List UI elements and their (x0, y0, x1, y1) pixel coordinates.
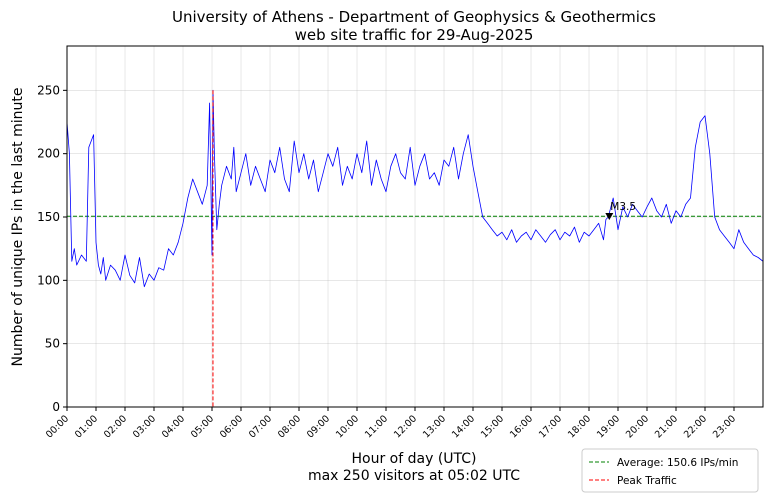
y-tick-label: 200 (37, 147, 60, 161)
y-axis-ticks: 0 50 100 150 200 250 (37, 83, 67, 414)
x-tick-label: 12:00 (392, 413, 419, 440)
legend: Average: 150.6 IPs/min Peak Traffic (581, 448, 759, 493)
x-tick-label: 16:00 (508, 413, 535, 440)
x-axis-sublabel: max 250 visitors at 05:02 UTC (308, 468, 520, 484)
annotation-group: M3.5 (605, 201, 636, 220)
x-tick-label: 09:00 (305, 413, 332, 440)
y-tick-label: 150 (37, 210, 60, 224)
x-tick-label: 02:00 (102, 413, 129, 440)
y-tick-label: 100 (37, 273, 60, 287)
chart-subtitle: web site traffic for 29-Aug-2025 (295, 26, 534, 44)
x-tick-label: 18:00 (566, 413, 593, 440)
x-tick-label: 22:00 (682, 413, 709, 440)
x-tick-label: 20:00 (624, 413, 651, 440)
x-tick-label: 15:00 (479, 413, 506, 440)
grid-lines (66, 46, 763, 408)
x-tick-label: 23:00 (711, 413, 738, 440)
x-tick-label: 21:00 (653, 413, 680, 440)
event-marker (605, 213, 614, 220)
x-axis-label: Hour of day (UTC) (352, 451, 477, 467)
x-tick-label: 08:00 (276, 413, 303, 440)
legend-peak-label: Peak Traffic (617, 475, 677, 487)
x-tick-label: 17:00 (537, 413, 564, 440)
legend-average-label: Average: 150.6 IPs/min (617, 457, 738, 469)
x-tick-label: 13:00 (421, 413, 448, 440)
y-tick-label: 250 (37, 83, 60, 97)
x-tick-label: 03:00 (131, 413, 158, 440)
x-tick-label: 07:00 (247, 413, 274, 440)
x-tick-label: 04:00 (160, 413, 187, 440)
x-tick-label: 00:00 (44, 413, 71, 440)
x-axis-ticks: 00:00 01:00 02:00 03:00 04:00 05:00 06:00 07:00… (44, 407, 738, 440)
x-tick-label: 10:00 (334, 413, 361, 440)
y-axis-label: Number of unique IPs in the last minute (10, 88, 26, 367)
legend-box (581, 448, 759, 493)
x-tick-label: 19:00 (595, 413, 622, 440)
y-tick-label: 0 (52, 400, 60, 414)
x-tick-label: 05:00 (189, 413, 216, 440)
y-tick-label: 50 (45, 337, 60, 351)
event-annotation-label: M3.5 (610, 201, 636, 213)
x-tick-label: 11:00 (363, 413, 390, 440)
traffic-line (66, 89, 764, 288)
x-tick-label: 14:00 (450, 413, 477, 440)
chart-title: University of Athens - Department of Geo… (172, 8, 656, 26)
traffic-series-group (66, 89, 764, 288)
x-tick-label: 01:00 (73, 413, 100, 440)
x-tick-label: 06:00 (218, 413, 245, 440)
